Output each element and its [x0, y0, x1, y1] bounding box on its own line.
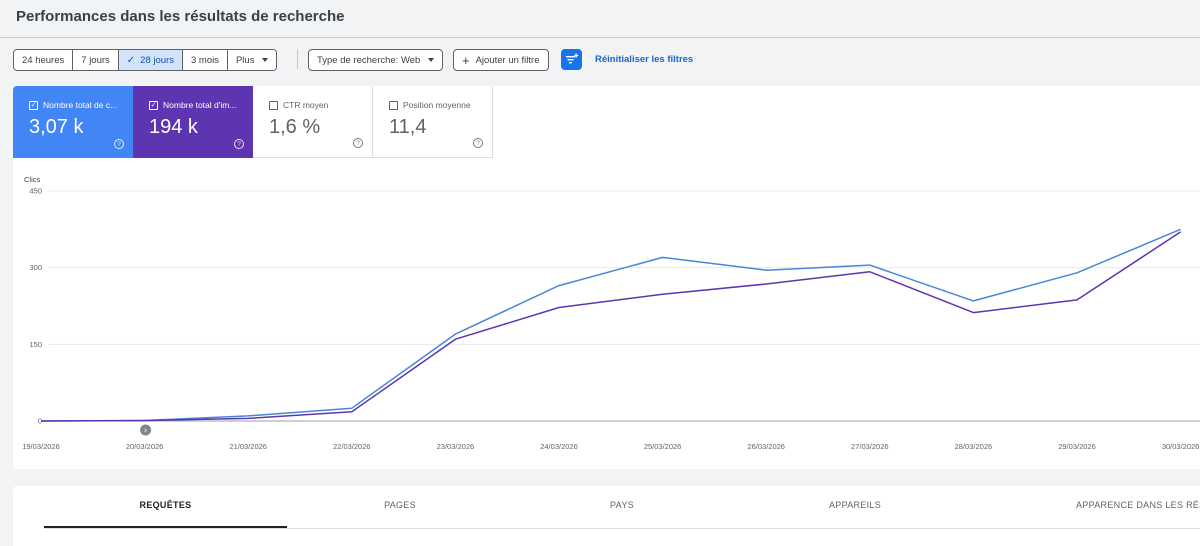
x-tick-label: 20/03/2026 [126, 442, 164, 451]
caret-down-icon [262, 58, 269, 62]
x-tick-label: 23/03/2026 [437, 442, 475, 451]
add-filter-button[interactable]: + Ajouter un filtre [453, 49, 549, 71]
help-icon[interactable]: ? [353, 138, 363, 148]
filter-settings-button[interactable] [561, 49, 582, 70]
metric-value: 11,4 [389, 116, 427, 138]
help-icon[interactable]: ? [234, 139, 244, 149]
page-title: Performances dans les résultats de reche… [16, 8, 345, 25]
reset-filters-link[interactable]: Réinitialiser les filtres [595, 54, 694, 65]
x-tick-label: 28/03/2026 [955, 442, 993, 451]
metric-value: 3,07 k [29, 116, 84, 138]
x-tick-label: 19/03/2026 [22, 442, 60, 451]
range-24h-button[interactable]: 24 heures [14, 50, 74, 70]
checkbox-unchecked-icon [269, 100, 278, 110]
tabs-divider [44, 528, 1200, 529]
metric-total-clicks[interactable]: ✓ Nombre total de c... 3,07 k ? [13, 86, 133, 158]
y-tick-label: 0 [38, 417, 42, 426]
y-tick-label: 450 [29, 187, 42, 196]
check-icon: ✓ [126, 54, 136, 66]
y-tick-label: 150 [29, 340, 42, 349]
range-7d-button[interactable]: 7 jours [73, 50, 119, 70]
checkbox-unchecked-icon [389, 100, 398, 110]
metric-value: 1,6 % [269, 116, 321, 138]
x-tick-label: 26/03/2026 [747, 442, 785, 451]
tab-devices[interactable]: APPAREILS [828, 500, 882, 510]
metric-total-impressions[interactable]: ✓ Nombre total d'im... 194 k ? [133, 86, 253, 158]
metric-average-ctr[interactable]: CTR moyen 1,6 % ? [253, 86, 373, 158]
tab-queries[interactable]: REQUÊTES [139, 500, 192, 510]
x-tick-label: 22/03/2026 [333, 442, 371, 451]
performance-card: ✓ Nombre total de c... 3,07 k ? ✓ Nombre t… [13, 86, 1200, 469]
annotation-marker-glyph: › [144, 426, 148, 436]
range-3m-button[interactable]: 3 mois [182, 50, 228, 70]
search-type-dropdown[interactable]: Type de recherche: Web [308, 49, 444, 71]
x-tick-label: 29/03/2026 [1058, 442, 1096, 451]
checkbox-checked-icon: ✓ [29, 100, 38, 110]
range-28d-button[interactable]: ✓ 28 jours [118, 50, 183, 70]
tab-countries[interactable]: PAYS [610, 500, 634, 510]
range-more-button[interactable]: Plus [227, 50, 277, 70]
caret-down-icon [428, 58, 435, 62]
x-tick-label: 21/03/2026 [229, 442, 267, 451]
tab-search-appearance[interactable]: APPARENCE DANS LES RÉSU [1076, 500, 1200, 510]
y-tick-label: 300 [29, 263, 42, 272]
annotation-marker [140, 424, 152, 436]
series-line-2 [40, 231, 1182, 422]
x-tick-label: 27/03/2026 [851, 442, 889, 451]
x-tick-label: 25/03/2026 [644, 442, 682, 451]
filter-list-icon [566, 53, 579, 64]
tab-pages[interactable]: PAGES [384, 500, 416, 510]
performance-chart: Clics 450 300 150 0 19/03/2026 20/03/2026 21/03… [22, 175, 1200, 451]
series-line-1 [40, 228, 1181, 422]
dimension-tabs: REQUÊTES PAGES PAYS APPAREILS APPARENCE … [13, 486, 1200, 546]
help-icon[interactable]: ? [473, 138, 483, 148]
active-tab-indicator [44, 526, 287, 528]
title-divider [0, 37, 1200, 38]
date-range-selector: 24 heures 7 jours ✓ 28 jours 3 mois Plus [13, 49, 278, 71]
toolbar-divider [297, 49, 298, 69]
plus-icon: + [462, 52, 470, 68]
x-tick-label: 30/03/2026 [1162, 442, 1200, 451]
x-tick-label: 24/03/2026 [540, 442, 578, 451]
checkbox-checked-icon: ✓ [149, 100, 158, 110]
metric-average-position[interactable]: Position moyenne 11,4 ? [373, 86, 493, 158]
metric-value: 194 k [149, 116, 198, 138]
y-axis-label: Clics [24, 175, 40, 184]
help-icon[interactable]: ? [114, 139, 124, 149]
